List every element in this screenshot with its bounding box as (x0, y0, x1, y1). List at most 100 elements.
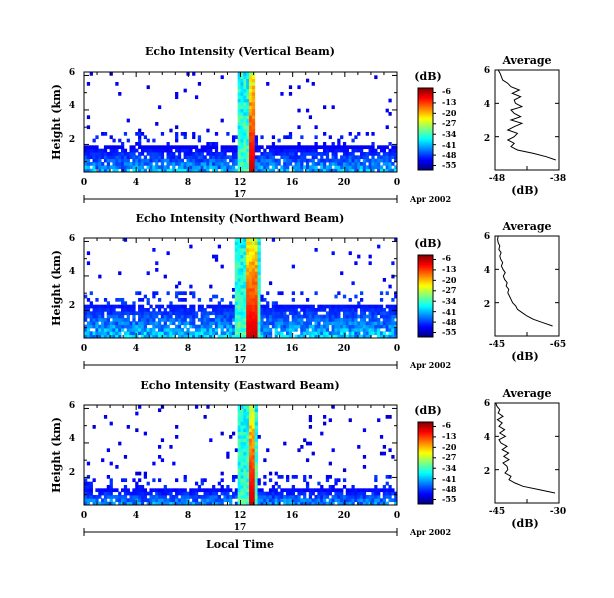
heatmap-cell (186, 328, 190, 332)
heatmap-cell (300, 324, 304, 329)
heatmap-cell (126, 118, 130, 123)
heatmap-cell (246, 311, 250, 316)
heatmap-cell (331, 168, 335, 173)
heatmap-cell (251, 85, 256, 90)
heatmap-cell (243, 254, 247, 259)
heatmap-cell (297, 488, 301, 493)
heatmap-cell (146, 321, 150, 326)
heatmap-cell (268, 498, 273, 503)
heatmap-cell (160, 498, 165, 503)
heatmap-cell (311, 334, 315, 339)
heatmap-cell (175, 311, 179, 316)
heatmap-cell (243, 92, 247, 96)
heatmap-cell (246, 458, 250, 463)
heatmap-cell (223, 491, 227, 496)
heatmap-cell (234, 475, 239, 479)
heatmap-cell (337, 478, 341, 483)
heatmap-cell (243, 301, 247, 306)
heatmap-cell (152, 165, 156, 170)
colorbar-swatch (418, 483, 433, 487)
heatmap-cell (166, 324, 170, 329)
heatmap-cell (203, 165, 207, 170)
heatmap-cell (377, 491, 381, 496)
heatmap-cell (120, 328, 125, 332)
heatmap-cell (234, 298, 239, 302)
heatmap-cell (209, 324, 213, 329)
heatmap-cell (237, 278, 241, 282)
heatmap-cell (300, 318, 304, 322)
heatmap-cell (183, 148, 187, 153)
heatmap-cell (243, 451, 247, 456)
heatmap-cell (394, 495, 398, 499)
heatmap-cell (249, 328, 253, 332)
heatmap-cell (385, 501, 389, 506)
heatmap-cell (118, 165, 122, 170)
heatmap-cell (86, 261, 91, 266)
heatmap-cell (274, 152, 278, 156)
x-tick: 8 (185, 178, 191, 188)
heatmap-cell (180, 501, 184, 506)
heatmap-cell (115, 158, 119, 163)
heatmap-cell (135, 291, 139, 296)
heatmap-cell (157, 321, 162, 326)
heatmap-cell (214, 304, 219, 309)
heatmap-cell (280, 321, 284, 326)
heatmap-cell (140, 498, 145, 503)
heatmap-cell (135, 162, 139, 166)
heatmap-cell (254, 441, 258, 446)
heatmap-cell (149, 152, 153, 156)
heatmap-cell (305, 78, 310, 83)
heatmap-cell (388, 488, 392, 493)
heatmap-cell (166, 158, 170, 163)
heatmap-cell (180, 495, 184, 499)
heatmap-cell (183, 135, 187, 140)
heatmap-cell (138, 488, 142, 493)
heatmap-cell (169, 445, 173, 449)
heatmap-cell (237, 421, 241, 426)
heatmap-cell (135, 428, 139, 433)
heatmap-cell (246, 238, 250, 242)
heatmap-cell (257, 248, 261, 252)
y-tick: 2 (69, 468, 75, 478)
heatmap-cell (109, 481, 113, 486)
heatmap-cell (194, 405, 199, 409)
heatmap-cell (297, 85, 301, 90)
heatmap-cell (203, 491, 207, 496)
heatmap-cell (328, 135, 332, 140)
heatmap-cell (243, 408, 247, 413)
heatmap-cell (237, 168, 241, 173)
heatmap-cell (308, 334, 313, 339)
heatmap-cell (240, 238, 244, 242)
heatmap-cell (126, 314, 130, 319)
heatmap-cell (155, 491, 159, 496)
heatmap-cell (206, 501, 210, 506)
heatmap-cell (220, 488, 224, 493)
date-label: Apr 2002 (409, 194, 451, 204)
heatmap-cell (311, 162, 315, 166)
heatmap-cell (98, 334, 102, 339)
heatmap-cell (138, 311, 142, 316)
heatmap-cell (254, 248, 258, 252)
heatmap-cell (101, 304, 105, 309)
heatmap-cell (311, 311, 315, 316)
heatmap-cell (175, 498, 179, 503)
heatmap-cell (177, 328, 182, 332)
heatmap-cell (388, 415, 392, 419)
heatmap-cell (138, 298, 142, 302)
heatmap-cell (354, 158, 358, 163)
heatmap-cell (317, 498, 321, 503)
heatmap-cell (249, 75, 253, 80)
colorbar-swatch (418, 448, 433, 452)
heatmap-cell (246, 465, 250, 469)
heatmap-cell (274, 491, 278, 496)
heatmap-cell (297, 314, 301, 319)
heatmap-cell (257, 328, 261, 332)
heatmap-cell (135, 334, 139, 339)
heatmap-cell (357, 331, 361, 336)
heatmap-cell (89, 72, 93, 76)
heatmap-cell (234, 271, 239, 276)
heatmap-cell (251, 264, 256, 269)
heatmap-cell (294, 318, 298, 322)
heatmap-cell (348, 328, 352, 332)
average-frame (494, 402, 560, 504)
